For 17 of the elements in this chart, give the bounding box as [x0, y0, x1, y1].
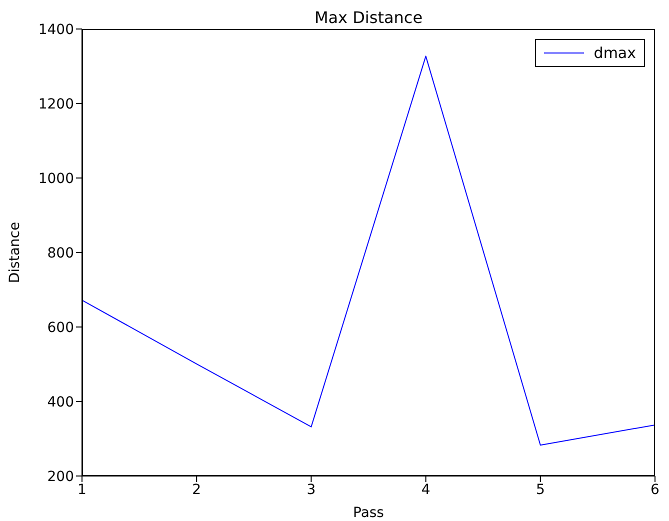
- x-axis-title: Pass: [353, 505, 384, 521]
- y-tick-label: 200: [47, 468, 74, 485]
- y-tick-label: 600: [47, 320, 74, 336]
- x-tick-label: 4: [421, 482, 430, 498]
- y-tick-label: 1200: [38, 96, 74, 112]
- x-tick-label: 5: [536, 482, 545, 498]
- y-tick-label: 1000: [38, 170, 74, 187]
- y-tick-label: 800: [47, 245, 74, 262]
- x-tick-label: 1: [78, 482, 86, 498]
- chart-title: Max Distance: [313, 8, 424, 27]
- y-axis-title: Distance: [6, 222, 23, 284]
- x-tick-label: 2: [192, 482, 202, 498]
- x-tick-label: 3: [306, 482, 316, 498]
- y-tick-label: 1400: [38, 22, 74, 38]
- y-tick-label: 400: [47, 394, 74, 410]
- legend-label: dmax: [594, 44, 636, 62]
- x-tick-label: 6: [650, 482, 660, 498]
